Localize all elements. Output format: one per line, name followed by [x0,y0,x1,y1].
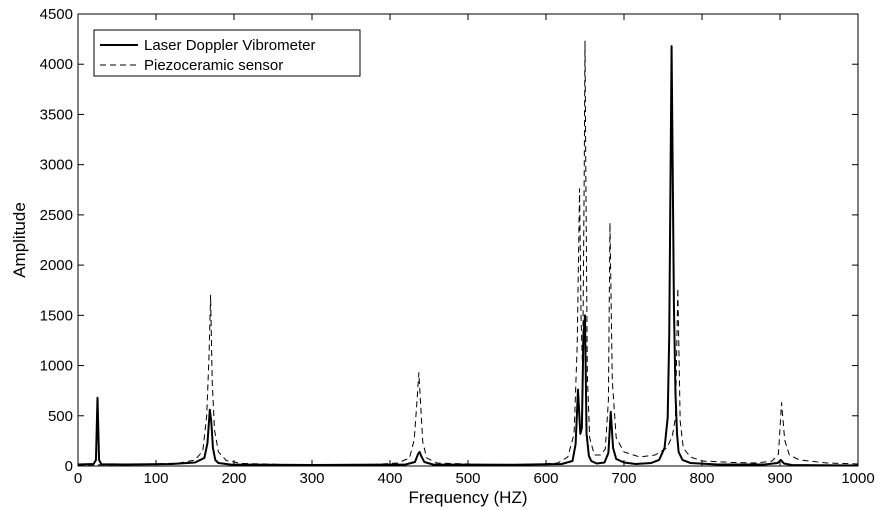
y-tick-label: 3000 [40,157,73,174]
x-tick-label: 700 [611,470,636,487]
x-tick-label: 900 [767,470,792,487]
y-tick-label: 4500 [40,6,73,23]
y-tick-label: 4000 [40,56,73,73]
x-tick-label: 0 [74,470,82,487]
legend: Laser Doppler Vibrometer Piezoceramic se… [93,29,361,77]
x-axis-ticks: 0 100 200 300 400 500 600 700 800 900 1000 [74,14,875,487]
y-axis-label: Amplitude [10,202,29,278]
x-tick-label: 100 [143,470,168,487]
legend-label-piezoceramic: Piezoceramic sensor [144,57,283,74]
series-line-piezoceramic [77,40,859,466]
y-tick-label: 0 [65,458,73,475]
x-tick-label: 500 [455,470,480,487]
y-tick-label: 3500 [40,106,73,123]
y-axis-ticks: 0 500 1000 1500 2000 2500 3000 3500 4000 4500 [40,6,858,475]
x-tick-label: 1000 [841,470,874,487]
x-axis-label: Frequency (HZ) [408,488,527,507]
y-tick-label: 2500 [40,207,73,224]
x-tick-label: 800 [689,470,714,487]
y-tick-label: 500 [48,408,73,425]
x-tick-label: 200 [221,470,246,487]
y-tick-label: 2000 [40,257,73,274]
x-tick-label: 400 [377,470,402,487]
legend-box [93,29,361,77]
legend-label-laser-doppler: Laser Doppler Vibrometer [144,37,315,54]
y-tick-label: 1500 [40,307,73,324]
x-tick-label: 600 [533,470,558,487]
y-tick-label: 1000 [40,358,73,375]
series-layer [77,40,859,467]
x-tick-label: 300 [299,470,324,487]
